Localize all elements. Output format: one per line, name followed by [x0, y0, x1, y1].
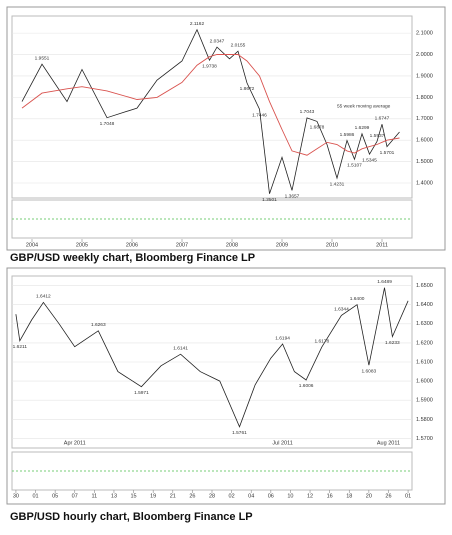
y-tick-label: 1.5800: [416, 417, 433, 423]
value-label: 1.6878: [310, 125, 325, 131]
value-label: 1.6489: [377, 279, 392, 285]
y-tick-label: 1.8000: [416, 95, 433, 101]
y-tick-label: 1.7000: [416, 116, 433, 122]
y-tick-label: 1.6300: [416, 321, 433, 327]
y-tick-label: 1.6400: [416, 302, 433, 308]
value-label: 1.6194: [275, 335, 290, 341]
plot-area: [11, 15, 413, 199]
value-label: 1.6747: [375, 115, 390, 121]
x-tick-label: 2007: [176, 242, 188, 248]
caption: GBP/USD weekly chart, Bloomberg Finance …: [10, 252, 255, 264]
x-tick-label: 20: [366, 493, 372, 499]
value-label: 1.6233: [385, 340, 400, 346]
value-label: 1.8672: [240, 86, 255, 92]
y-tick-label: 1.6200: [416, 340, 433, 346]
y-tick-label: 1.6500: [416, 283, 433, 289]
y-tick-label: 1.9000: [416, 73, 433, 79]
y-tick-label: 1.6100: [416, 359, 433, 365]
x-tick-label: 2005: [76, 242, 88, 248]
x-tick-label: 26: [385, 493, 391, 499]
x-tick-label: 11: [91, 493, 97, 499]
value-label: 2.1162: [190, 21, 205, 27]
value-label: 1.5701: [380, 150, 395, 156]
value-label: 1.7446: [252, 112, 267, 118]
x-tick-label: 18: [346, 493, 352, 499]
value-label: 1.9738: [202, 63, 217, 69]
value-label: 1.3657: [285, 194, 300, 200]
y-tick-label: 1.4000: [416, 180, 433, 186]
value-label: 1.6299: [355, 125, 370, 131]
price-line: [21, 28, 400, 194]
period-label: Apr 2011: [64, 440, 86, 446]
y-tick-label: 1.5900: [416, 398, 433, 404]
period-label: Aug 2011: [377, 440, 400, 446]
x-tick-label: 21: [170, 493, 176, 499]
x-tick-label: 19: [150, 493, 156, 499]
value-label: 1.4231: [330, 181, 345, 187]
y-tick-label: 2.1000: [416, 31, 433, 37]
value-label: 1.6141: [173, 345, 188, 351]
value-label: 1.5937: [370, 133, 385, 139]
value-label: 1.5107: [347, 163, 362, 169]
x-tick-label: 04: [248, 493, 254, 499]
x-tick-label: 2004: [26, 242, 38, 248]
value-label: 2.0155: [231, 42, 246, 48]
x-tick-label: 16: [327, 493, 333, 499]
x-tick-label: 2011: [376, 242, 388, 248]
value-label: 1.5971: [134, 390, 149, 396]
y-tick-label: 1.6000: [416, 138, 433, 144]
value-label: 1.6263: [91, 322, 106, 328]
value-label: 2.0347: [210, 38, 225, 44]
value-label: 1.6412: [36, 294, 51, 300]
x-tick-label: 26: [189, 493, 195, 499]
y-tick-label: 1.5000: [416, 159, 433, 165]
y-tick-label: 2.0000: [416, 52, 433, 58]
x-tick-label: 30: [13, 493, 19, 499]
value-label: 1.6400: [350, 296, 365, 302]
x-tick-label: 2006: [126, 242, 138, 248]
price-line: [21, 54, 400, 156]
y-tick-label: 1.5700: [416, 436, 433, 442]
x-tick-label: 13: [111, 493, 117, 499]
value-label: 1.9551: [35, 55, 50, 61]
x-tick-label: 01: [405, 493, 411, 499]
x-tick-label: 28: [209, 493, 215, 499]
price-line: [15, 287, 409, 428]
value-label: 1.6344: [334, 307, 349, 313]
period-label: Jul 2011: [272, 440, 292, 446]
x-tick-label: 10: [287, 493, 293, 499]
x-tick-label: 2009: [276, 242, 288, 248]
x-tick-label: 12: [307, 493, 313, 499]
x-tick-label: 05: [52, 493, 58, 499]
value-label: 1.7043: [300, 109, 315, 115]
value-label: 1.3501: [262, 197, 277, 203]
x-tick-label: 01: [32, 493, 38, 499]
value-label: 1.5986: [340, 132, 355, 138]
value-label: 1.5345: [362, 157, 377, 163]
value-label: 1.6211: [13, 344, 28, 350]
value-label: 1.6178: [314, 338, 329, 344]
x-tick-label: 07: [72, 493, 78, 499]
x-tick-label: 06: [268, 493, 274, 499]
x-tick-label: 2008: [226, 242, 238, 248]
value-label: 1.7048: [100, 121, 115, 127]
value-label: 1.5761: [232, 430, 247, 436]
y-tick-label: 1.6000: [416, 379, 433, 385]
x-tick-label: 02: [229, 493, 235, 499]
series-label: 55 week moving average: [337, 104, 391, 110]
caption: GBP/USD hourly chart, Bloomberg Finance …: [10, 511, 253, 523]
value-label: 1.6006: [299, 383, 314, 389]
x-tick-label: 2010: [326, 242, 338, 248]
value-label: 1.6083: [362, 369, 377, 375]
x-tick-label: 15: [131, 493, 137, 499]
